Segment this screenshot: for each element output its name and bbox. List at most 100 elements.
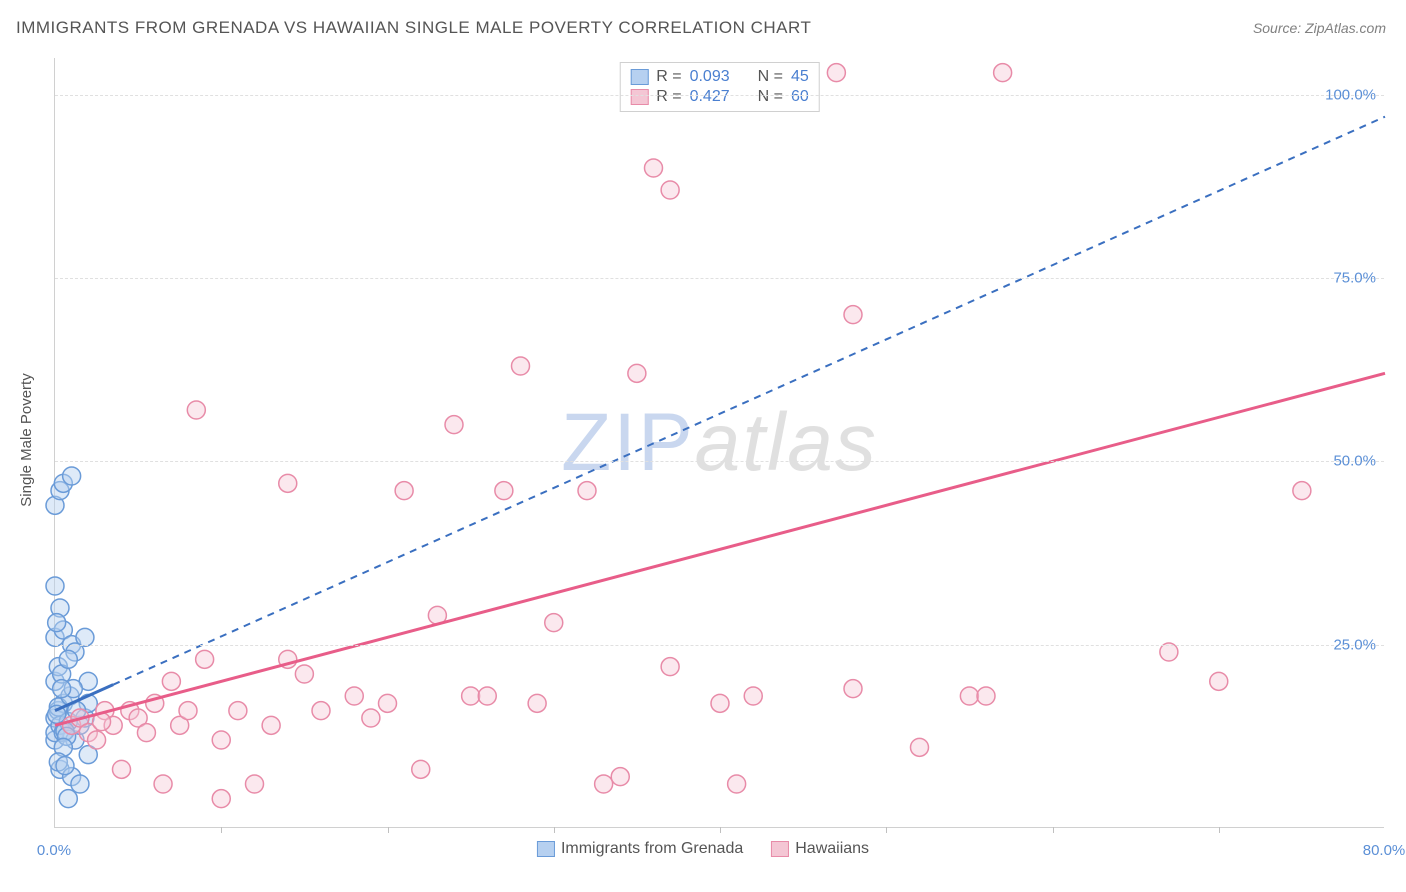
xtick [1053,827,1054,833]
data-point [478,687,496,705]
ytick-label: 25.0% [1333,636,1376,653]
data-point [827,64,845,82]
data-point [844,306,862,324]
data-point [645,159,663,177]
data-point [59,650,77,668]
data-point [495,482,513,500]
legend-swatch-grenada [630,69,648,85]
data-point [395,482,413,500]
data-point [312,702,330,720]
data-point [196,650,214,668]
legend-stats-row-1: R = 0.093 N = 45 [630,67,809,87]
legend-swatch-grenada-icon [537,841,555,857]
data-point [412,760,430,778]
chart-container: IMMIGRANTS FROM GRENADA VS HAWAIIAN SING… [0,0,1406,892]
data-point [512,357,530,375]
source-name: ZipAtlas.com [1305,20,1386,36]
plot-area: ZIPatlas R = 0.093 N = 45 R = 0.427 N = … [54,58,1384,828]
legend-item-grenada: Immigrants from Grenada [537,840,743,858]
data-point [379,694,397,712]
n-label: N = [758,68,783,86]
gridline-h [55,278,1384,279]
legend-swatch-hawaiians [630,89,648,105]
data-point [661,181,679,199]
data-point [212,790,230,808]
data-point [345,687,363,705]
data-point [88,731,106,749]
data-point [212,731,230,749]
data-point [994,64,1012,82]
legend-label-grenada: Immigrants from Grenada [561,840,743,858]
r-value-2: 0.427 [690,88,730,106]
data-point [362,709,380,727]
data-point [595,775,613,793]
gridline-h [55,461,1384,462]
data-point [279,474,297,492]
data-point [911,738,929,756]
n-label: N = [758,88,783,106]
data-point [262,716,280,734]
data-point [728,775,746,793]
xtick [720,827,721,833]
x-axis-max-label: 80.0% [1363,842,1406,859]
data-point [628,364,646,382]
data-point [462,687,480,705]
x-axis-min-label: 0.0% [37,842,71,859]
data-point [56,757,74,775]
gridline-h [55,645,1384,646]
data-point [113,760,131,778]
data-point [1293,482,1311,500]
data-point [445,416,463,434]
data-point [960,687,978,705]
legend-stats: R = 0.093 N = 45 R = 0.427 N = 60 [619,62,820,112]
n-value-2: 60 [791,88,809,106]
trend-line-dashed [113,117,1385,685]
data-point [1210,672,1228,690]
xtick [886,827,887,833]
r-value-1: 0.093 [690,68,730,86]
legend-item-hawaiians: Hawaiians [771,840,869,858]
xtick [1219,827,1220,833]
legend-label-hawaiians: Hawaiians [795,840,869,858]
legend-series: Immigrants from Grenada Hawaiians [537,840,869,858]
data-point [187,401,205,419]
data-point [179,702,197,720]
data-point [53,680,71,698]
ytick-label: 75.0% [1333,270,1376,287]
xtick [554,827,555,833]
data-point [711,694,729,712]
data-point [661,658,679,676]
data-point [71,775,89,793]
data-point [545,614,563,632]
xtick [388,827,389,833]
data-point [246,775,264,793]
trend-line [55,373,1385,725]
source-prefix: Source: [1253,20,1305,36]
data-point [578,482,596,500]
ytick-label: 50.0% [1333,453,1376,470]
ytick-label: 100.0% [1325,86,1376,103]
data-point [977,687,995,705]
legend-swatch-hawaiians-icon [771,841,789,857]
data-point [295,665,313,683]
data-point [137,724,155,742]
r-label: R = [656,88,681,106]
data-point [1160,643,1178,661]
data-point [844,680,862,698]
data-point [528,694,546,712]
source-attribution: Source: ZipAtlas.com [1253,20,1386,36]
data-point [744,687,762,705]
chart-svg [55,58,1384,827]
gridline-h [55,95,1384,96]
chart-title: IMMIGRANTS FROM GRENADA VS HAWAIIAN SING… [16,18,811,38]
r-label: R = [656,68,681,86]
y-axis-label: Single Male Poverty [18,373,35,506]
data-point [611,768,629,786]
n-value-1: 45 [791,68,809,86]
data-point [48,614,66,632]
data-point [154,775,172,793]
legend-stats-row-2: R = 0.427 N = 60 [630,87,809,107]
data-point [162,672,180,690]
data-point [63,467,81,485]
data-point [46,577,64,595]
